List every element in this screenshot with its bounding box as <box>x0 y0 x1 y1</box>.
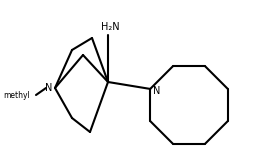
Text: N: N <box>45 83 53 93</box>
Text: N: N <box>152 86 159 96</box>
Text: H₂N: H₂N <box>100 22 119 32</box>
Text: methyl: methyl <box>3 90 30 99</box>
